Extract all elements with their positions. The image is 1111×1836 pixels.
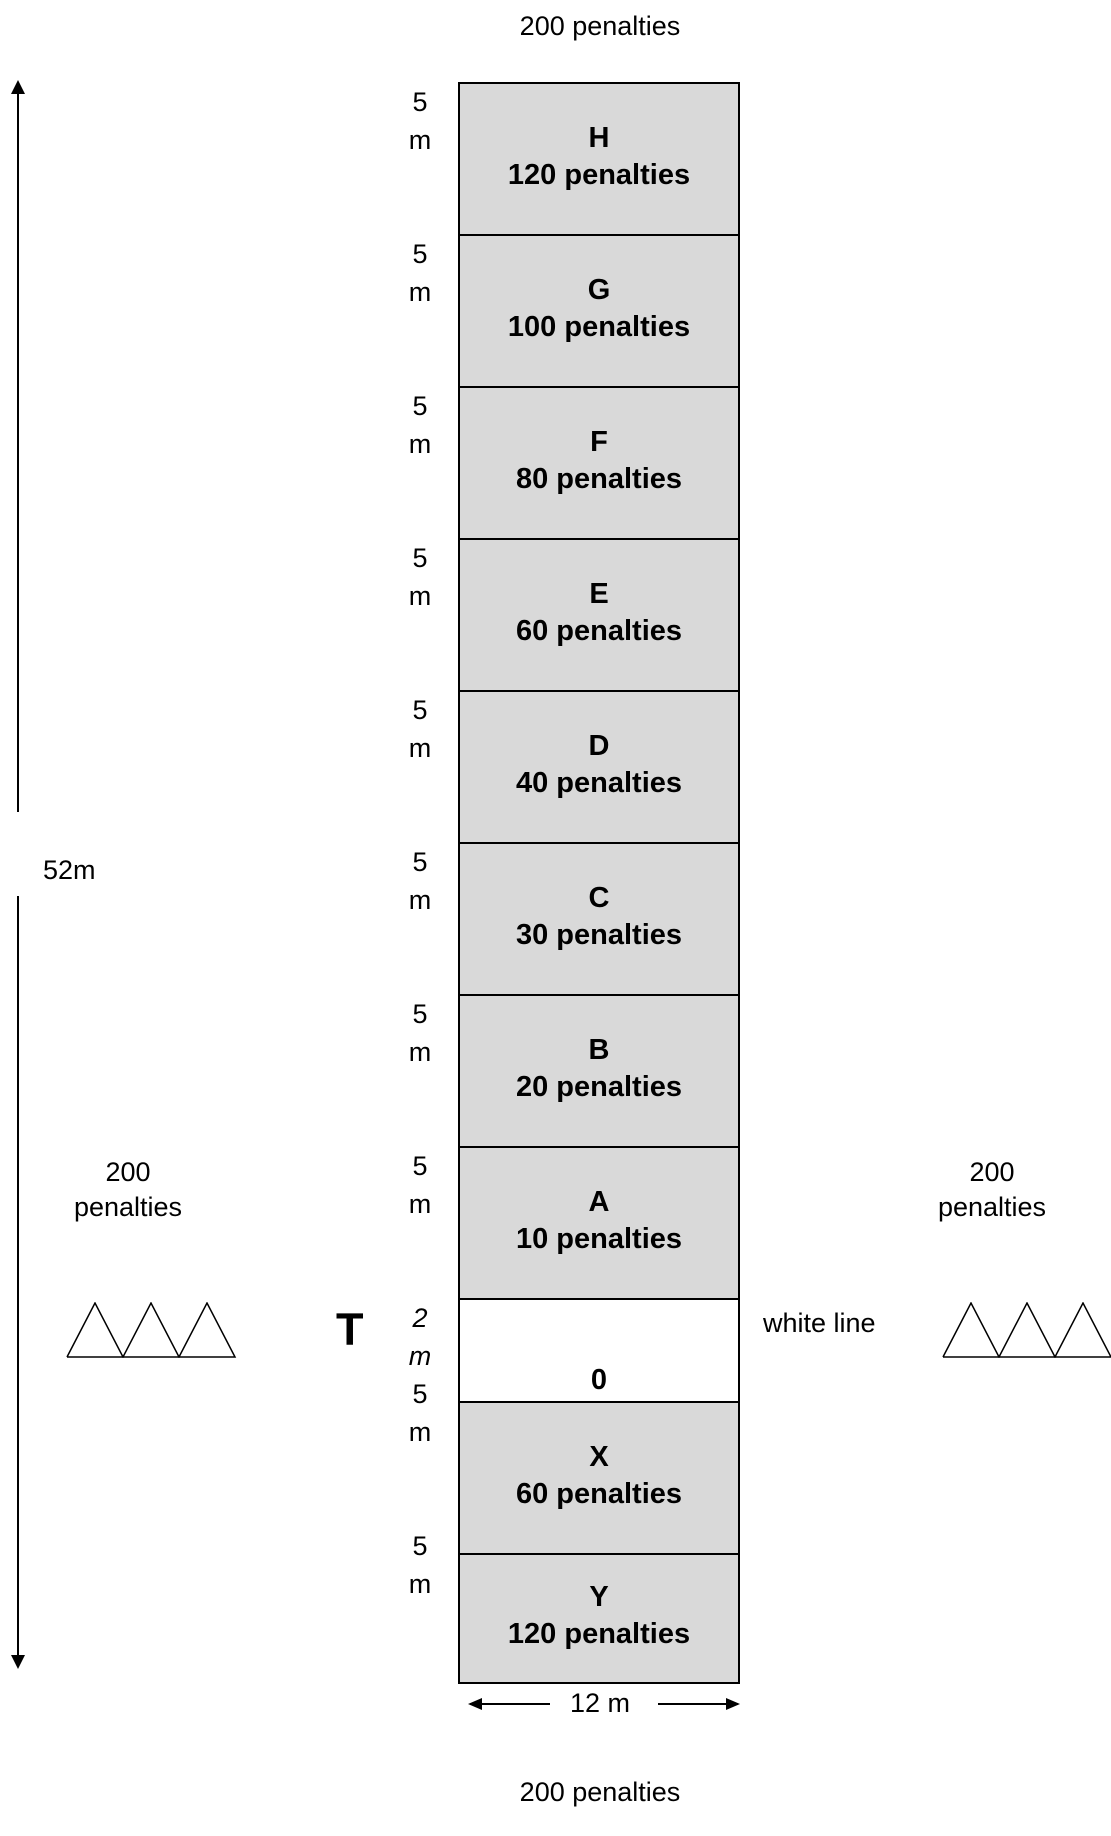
zone-letter: F <box>590 426 608 458</box>
zone-h-side-unit: m <box>408 125 432 155</box>
zone-letter: C <box>588 882 610 914</box>
tee-marker: T <box>336 1304 364 1355</box>
zone-h: H 120 penalties <box>458 82 740 236</box>
left-penalty-value: 200 <box>105 1157 151 1187</box>
width-label: 12 m <box>569 1688 631 1718</box>
zone-c: C 30 penalties <box>458 842 740 996</box>
zone-penalty: 60 penalties <box>515 615 683 647</box>
zone-letter: E <box>589 578 609 610</box>
zone-g-side-unit: m <box>408 277 432 307</box>
zone-white-line: 0 <box>458 1298 740 1403</box>
zone-letter: Y <box>589 1581 609 1613</box>
zone-b: B 20 penalties <box>458 994 740 1148</box>
white-line-label: white line <box>763 1308 876 1338</box>
zone-x: X 60 penalties <box>458 1401 740 1555</box>
zone-e-side-unit: m <box>408 581 432 611</box>
zone-y-side-num: 5 <box>412 1531 428 1561</box>
zone-e: E 60 penalties <box>458 538 740 692</box>
right-bunker-triangles-icon <box>942 1302 1111 1358</box>
zone-a: A 10 penalties <box>458 1146 740 1300</box>
zone-penalty: 100 penalties <box>507 311 691 343</box>
zone-letter: G <box>587 274 611 306</box>
zone-letter: X <box>589 1441 609 1473</box>
top-penalty-label: 200 penalties <box>519 11 681 41</box>
zone-y-side-unit: m <box>408 1569 432 1599</box>
zone-c-side-unit: m <box>408 885 432 915</box>
bottom-penalty-label: 200 penalties <box>519 1777 681 1807</box>
zone-x-side-unit: m <box>408 1417 432 1447</box>
zone-f: F 80 penalties <box>458 386 740 540</box>
length-arrow-lower-line <box>17 896 19 1656</box>
zone-f-side-unit: m <box>408 429 432 459</box>
right-penalty-value: 200 <box>969 1157 1015 1187</box>
zone-letter: 0 <box>590 1364 608 1396</box>
length-arrow-upper-line <box>17 92 19 812</box>
zone-g-side-num: 5 <box>412 239 428 269</box>
zone-d-side-unit: m <box>408 733 432 763</box>
zone-a-side-num: 5 <box>412 1151 428 1181</box>
arrow-up-icon <box>11 80 25 94</box>
zone-white-side-num: 2 <box>412 1303 428 1333</box>
zone-c-side-num: 5 <box>412 847 428 877</box>
right-penalty-word: penalties <box>937 1192 1047 1222</box>
zone-penalty: 80 penalties <box>515 463 683 495</box>
left-bunker-triangles-icon <box>66 1302 237 1358</box>
zone-letter: B <box>588 1034 610 1066</box>
zone-penalty: 120 penalties <box>507 159 691 191</box>
left-penalty-word: penalties <box>73 1192 183 1222</box>
zone-penalty: 60 penalties <box>515 1478 683 1510</box>
zone-a-side-unit: m <box>408 1189 432 1219</box>
zone-d: D 40 penalties <box>458 690 740 844</box>
zone-letter: D <box>588 730 610 762</box>
zone-y: Y 120 penalties <box>458 1553 740 1684</box>
zone-b-side-num: 5 <box>412 999 428 1029</box>
zone-d-side-num: 5 <box>412 695 428 725</box>
zone-e-side-num: 5 <box>412 543 428 573</box>
zone-f-side-num: 5 <box>412 391 428 421</box>
zone-h-side-num: 5 <box>412 87 428 117</box>
zone-penalty: 30 penalties <box>515 919 683 951</box>
zone-white-side-unit: m <box>408 1341 432 1371</box>
zone-g: G 100 penalties <box>458 234 740 388</box>
zone-letter: H <box>588 122 610 154</box>
zone-penalty: 40 penalties <box>515 767 683 799</box>
zone-b-side-unit: m <box>408 1037 432 1067</box>
arrow-down-icon <box>11 1655 25 1669</box>
zone-penalty: 20 penalties <box>515 1071 683 1103</box>
zone-penalty: 120 penalties <box>507 1618 691 1650</box>
zone-x-side-num: 5 <box>412 1379 428 1409</box>
zone-letter: A <box>588 1186 610 1218</box>
width-arrow-icon <box>468 1698 740 1710</box>
zone-penalty: 10 penalties <box>515 1223 683 1255</box>
length-label: 52m <box>43 855 96 885</box>
